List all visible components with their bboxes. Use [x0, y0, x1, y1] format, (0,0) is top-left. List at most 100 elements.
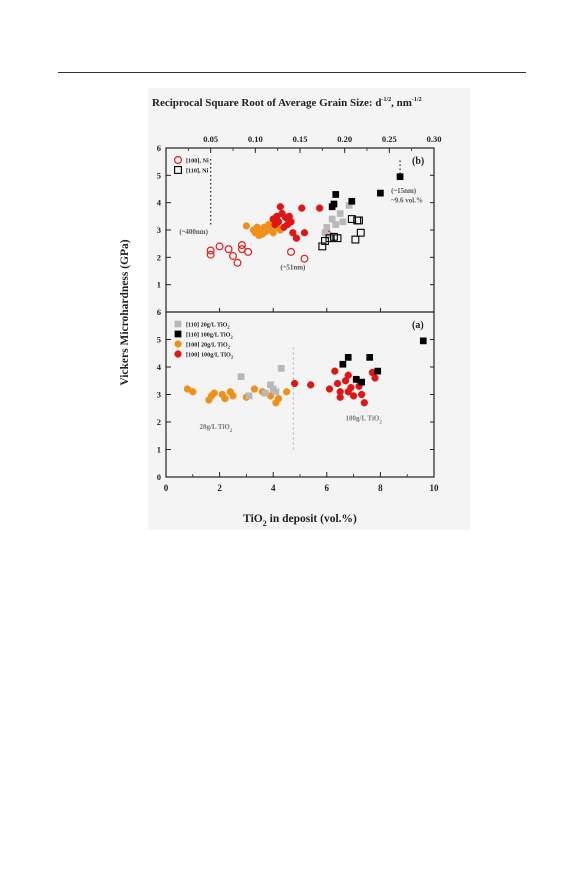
data-point: [351, 235, 360, 244]
data-point: [332, 191, 340, 198]
data-point: [237, 241, 246, 250]
x-axis-label: TiO2 in deposit (vol.%): [243, 513, 357, 528]
data-point: [331, 367, 339, 375]
top-tick-label: 0.30: [427, 134, 442, 144]
annotation-b: ~9.6 vol.%: [391, 197, 423, 205]
y-tick-label: 1: [157, 445, 161, 455]
legend-label-sub: 2: [231, 355, 234, 360]
data-point: [321, 236, 329, 245]
y-tick-label: 3: [157, 390, 161, 400]
data-point: [298, 204, 306, 212]
data-point: [206, 246, 215, 255]
legend-marker: [174, 330, 182, 338]
top-axis-label: Reciprocal Square Root of Average Grain …: [152, 97, 422, 109]
data-point: [229, 392, 237, 400]
y-tick-label: 5: [157, 335, 161, 345]
data-point: [189, 388, 197, 396]
figure-background: [148, 88, 470, 530]
data-point: [374, 367, 382, 375]
data-point: [371, 374, 379, 382]
top-axis-label-unit: , nm: [391, 97, 412, 109]
top-tick-label: 0.20: [337, 134, 352, 144]
data-point: [282, 388, 291, 396]
annotation-b: (~51nm): [280, 264, 306, 272]
data-point: [292, 234, 301, 242]
y-tick-label: 1: [157, 280, 161, 290]
data-point: [269, 229, 277, 237]
legend-label-text: [100] 20g/L TiO: [186, 342, 228, 349]
series-b: [328, 173, 404, 211]
legend-label: [100] 20g/L TiO2: [186, 342, 231, 350]
x-axis-label-rest: in deposit (vol.%): [267, 513, 357, 525]
data-point: [330, 200, 338, 208]
legend-label-text: [100], Ni: [186, 158, 209, 165]
data-point: [244, 247, 253, 256]
data-point: [323, 223, 331, 231]
data-point: [210, 389, 218, 397]
series-a: [237, 365, 285, 400]
x-axis-label-sub: 2: [263, 519, 267, 528]
data-point: [287, 218, 295, 226]
legend-label: [110], Ni: [186, 168, 209, 175]
top-axis-label-text: Reciprocal Square Root of Average Grain …: [152, 97, 381, 109]
y-axis-label: Vickers Microhardness (GPa): [119, 239, 131, 385]
data-point: [328, 215, 336, 223]
data-point: [274, 218, 283, 226]
annotation-a: 100g/L TiO2: [346, 415, 383, 426]
x-tick-label: 4: [271, 483, 276, 493]
data-point: [272, 388, 280, 396]
x-tick-label: 6: [325, 483, 330, 493]
series-a: [183, 385, 291, 407]
data-point: [344, 371, 352, 379]
y-tick-label: 0: [157, 472, 161, 482]
series-b: [242, 220, 284, 240]
x-axis-label-main: TiO: [243, 513, 263, 525]
y-tick-label: 2: [157, 417, 161, 427]
legend-label-text: [110], Ni: [186, 168, 209, 175]
y-tick-label: 6: [157, 143, 161, 153]
y-tick-label: 4: [157, 362, 162, 372]
top-tick-label: 0.10: [248, 134, 263, 144]
legend-label-sub: 2: [230, 335, 233, 340]
data-point: [261, 389, 269, 397]
data-point: [307, 381, 315, 389]
x-tick-label: 0: [164, 483, 169, 493]
data-point: [332, 221, 340, 228]
data-point: [300, 229, 309, 237]
data-point: [355, 216, 363, 225]
annotation-text: 100g/L TiO: [346, 415, 380, 423]
top-tick-label: 0.15: [293, 134, 308, 144]
data-point: [348, 197, 356, 205]
top-axis-label-exp1: -1/2: [381, 97, 391, 103]
y-tick-label: 5: [157, 170, 161, 180]
data-point: [224, 245, 233, 254]
data-point: [377, 189, 384, 197]
data-point: [300, 254, 309, 263]
data-point: [242, 222, 251, 230]
data-point: [287, 247, 296, 256]
annotation-b: (~15nm): [391, 187, 417, 195]
data-point: [396, 173, 404, 181]
data-point: [325, 385, 334, 393]
series-b: [318, 215, 365, 251]
y-tick-label: 3: [157, 225, 161, 235]
legend-label-text: [110] 20g/L TiO: [186, 322, 228, 329]
data-point: [336, 393, 344, 401]
data-point: [245, 392, 253, 400]
legend-label: [100], Ni: [186, 158, 209, 165]
data-point: [318, 242, 327, 251]
top-tick-label: 0.25: [382, 134, 397, 144]
legend-label: [110] 100g/L TiO2: [186, 332, 233, 340]
annotation-a: 20g/L TiO2: [200, 423, 233, 434]
data-point: [316, 204, 324, 212]
top-tick-label: 0.05: [203, 134, 218, 144]
data-point: [289, 229, 297, 237]
legend-label-text: [110] 100g/L TiO: [186, 332, 231, 339]
annotation-sub: 2: [230, 429, 233, 434]
annotation-b: (~400nm): [179, 228, 208, 236]
data-point: [229, 251, 238, 260]
y-tick-label: 2: [157, 252, 161, 262]
annotation-text: (~400nm): [179, 228, 208, 236]
legend-b: [100], Ni [110], Ni: [174, 156, 209, 175]
